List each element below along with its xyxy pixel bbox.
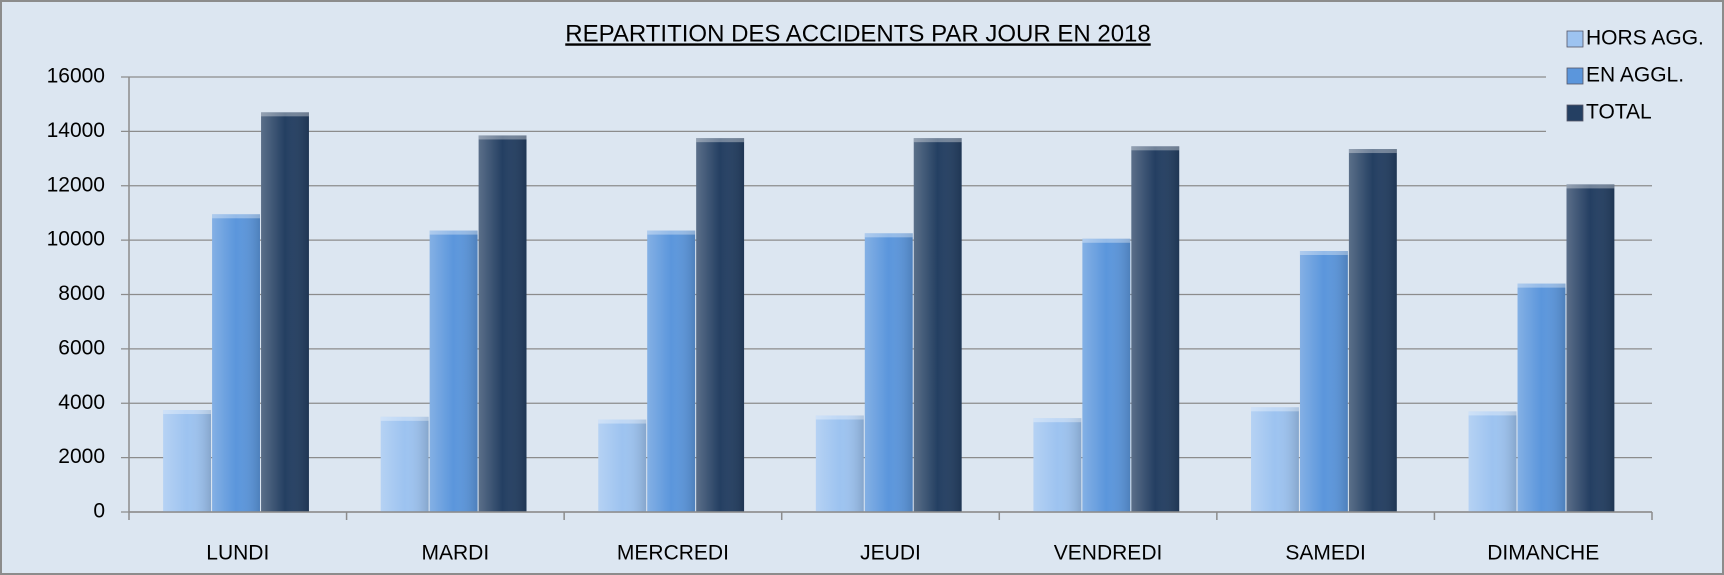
- bar-shade: [647, 230, 696, 512]
- bar-cap: [696, 138, 745, 143]
- bar-shade: [815, 415, 864, 512]
- y-tick-label: 14000: [47, 119, 105, 142]
- bar-shade: [212, 214, 260, 512]
- bar-shade: [163, 410, 212, 512]
- bar-cap: [1468, 411, 1517, 416]
- y-tick-label: 12000: [47, 173, 105, 196]
- legend-label: HORS AGG.: [1586, 27, 1704, 50]
- bar-cap: [598, 419, 647, 424]
- bar-shade: [598, 419, 647, 512]
- x-tick-label: MERCREDI: [617, 542, 729, 565]
- x-tick-label: VENDREDI: [1054, 542, 1163, 565]
- bar-shade: [1131, 146, 1180, 512]
- bar-cap: [1517, 283, 1566, 288]
- y-tick-label: 4000: [58, 391, 105, 414]
- y-tick-label: 8000: [58, 282, 105, 305]
- bar-shade: [864, 233, 913, 512]
- bar-cap: [1251, 407, 1299, 412]
- y-tick-label: 0: [93, 500, 105, 523]
- bar-cap: [647, 230, 696, 235]
- bar-cap: [1033, 418, 1082, 423]
- bar-shade: [1348, 149, 1397, 512]
- bar-shade: [1082, 238, 1131, 512]
- legend-swatch: [1566, 67, 1584, 85]
- bar-cap: [380, 416, 429, 421]
- bar-shade: [261, 112, 309, 512]
- x-tick-label: LUNDI: [206, 542, 269, 565]
- bar-cap: [261, 112, 309, 117]
- bar-shade: [380, 416, 429, 512]
- x-tick-label: SAMEDI: [1285, 542, 1366, 565]
- y-tick-label: 6000: [58, 336, 105, 359]
- bar-cap: [913, 138, 962, 143]
- bar-cap: [864, 233, 913, 238]
- bar-shade: [1299, 251, 1348, 512]
- bar-shade: [429, 230, 478, 512]
- bar-shade: [1517, 283, 1566, 512]
- bar-cap: [429, 230, 478, 235]
- bar-cap: [1082, 238, 1131, 243]
- legend-label: TOTAL: [1586, 101, 1652, 124]
- y-tick-label: 10000: [47, 228, 105, 251]
- bar-cap: [1566, 184, 1615, 189]
- bar-shade: [696, 138, 745, 512]
- bar-cap: [1348, 149, 1397, 154]
- bar-cap: [478, 135, 527, 140]
- x-tick-label: MARDI: [422, 542, 490, 565]
- bar-cap: [1299, 251, 1348, 255]
- bar-shade: [1033, 418, 1082, 512]
- bar-shade: [1468, 411, 1517, 512]
- bar-shade: [913, 138, 962, 512]
- bar-cap: [212, 214, 260, 219]
- bar-cap: [815, 415, 864, 420]
- legend-label: EN AGGL.: [1586, 64, 1684, 87]
- legend-swatch: [1566, 30, 1584, 48]
- y-tick-label: 2000: [58, 445, 105, 468]
- x-tick-label: JEUDI: [860, 542, 921, 565]
- bar-shade: [478, 135, 527, 512]
- x-tick-label: DIMANCHE: [1487, 542, 1599, 565]
- chart-title: REPARTITION DES ACCIDENTS PAR JOUR EN 20…: [565, 20, 1150, 47]
- bar-shade: [1566, 184, 1615, 512]
- bar-cap: [163, 410, 212, 415]
- y-tick-label: 16000: [47, 65, 105, 88]
- bar-shade: [1251, 407, 1299, 512]
- legend-swatch: [1566, 104, 1584, 122]
- bar-cap: [1131, 146, 1180, 151]
